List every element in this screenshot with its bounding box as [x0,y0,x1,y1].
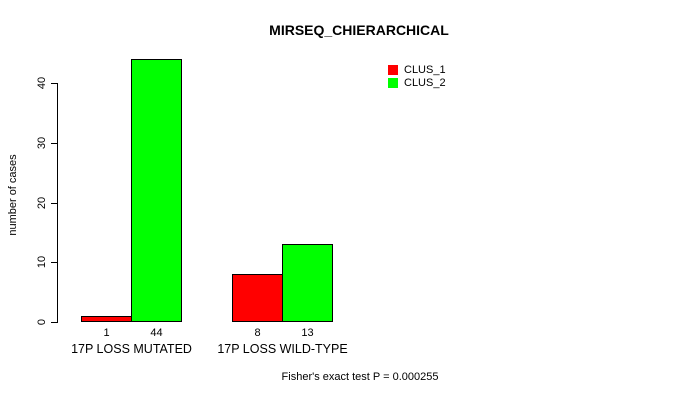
group-label: 17P LOSS MUTATED [71,342,192,356]
chart-title: MIRSEQ_CHIERARCHICAL [269,22,449,38]
bar-clus_1-group2 [232,274,283,322]
legend-swatch-icon [388,64,398,75]
y-axis-tick [51,202,57,204]
legend: CLUS_1 CLUS_2 [388,63,446,89]
bar-value-label: 1 [103,327,110,339]
y-axis-line [57,83,58,323]
bar-value-label: 44 [150,327,163,339]
bar-clus_2-group1 [131,59,182,322]
fisher-test-annotation: Fisher's exact test P = 0.000255 [281,371,439,383]
y-axis-tick [51,262,57,264]
bar-clus_2-group2 [282,244,333,322]
group-label: 17P LOSS WILD-TYPE [217,342,348,356]
y-axis-tick-label: 30 [36,136,48,149]
bar-clus_1-group1 [81,316,132,322]
legend-swatch-icon [388,77,398,88]
y-axis-tick [51,322,57,323]
y-axis-tick-label: 40 [36,76,48,90]
y-axis-tick-label: 20 [36,196,48,209]
legend-item-clus_1: CLUS_1 [388,63,446,76]
y-axis-tick [51,142,57,144]
y-axis-tick-label: 0 [36,318,48,326]
y-axis-tick [51,83,57,84]
y-axis-title: number of cases [7,154,19,236]
bar-value-label: 8 [254,327,261,339]
legend-item-clus_2: CLUS_2 [388,76,446,89]
bar-value-label: 13 [301,327,314,339]
y-axis-tick-label: 10 [36,256,48,269]
legend-label: CLUS_1 [404,63,446,76]
legend-label: CLUS_2 [404,76,446,89]
